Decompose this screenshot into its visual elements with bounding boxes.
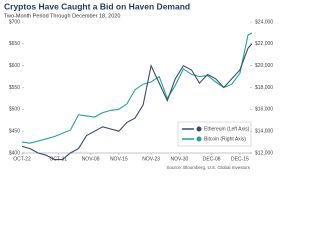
legend-label: Bitcoin (Right Axis) xyxy=(204,136,246,142)
legend-icon xyxy=(196,126,202,132)
y2-tick-label: $22,000 xyxy=(255,41,273,47)
series-line xyxy=(21,32,253,144)
x-tick-label: NOV-15 xyxy=(110,156,128,162)
legend-icon xyxy=(196,136,202,142)
legend-box xyxy=(177,121,252,147)
y2-tick-label: $24,000 xyxy=(255,19,273,25)
x-tick-label: NOV-30 xyxy=(170,156,188,162)
chart-subtitle: Two-Month Period Through December 18, 20… xyxy=(4,13,120,19)
chart-title: Cryptos Have Caught a Bid on Haven Deman… xyxy=(4,1,190,11)
y-tick-label: $400 xyxy=(9,150,20,156)
y2-tick-label: $20,000 xyxy=(255,63,273,69)
y2-tick-label: $12,000 xyxy=(255,150,273,156)
x-tick-label: DEC-08 xyxy=(203,156,221,162)
y-tick-label: $700 xyxy=(9,19,20,25)
series-line xyxy=(21,43,253,161)
y-tick-label: $500 xyxy=(9,107,20,113)
legend-label: Ethereum (Left Axis) xyxy=(204,126,250,132)
source: Source: Bloomberg, U.S. Global Investors xyxy=(166,165,250,170)
x-tick-label: NOV-23 xyxy=(142,156,160,162)
x-tick-label: OCT-22 xyxy=(13,156,31,162)
y2-tick-label: $18,000 xyxy=(255,85,273,91)
y2-tick-label: $14,000 xyxy=(255,128,273,134)
x-tick-label: DEC-15 xyxy=(231,156,249,162)
y-tick-label: $650 xyxy=(9,41,20,47)
x-tick-label: NOV-08 xyxy=(82,156,100,162)
y-tick-label: $550 xyxy=(9,85,20,91)
y-tick-label: $450 xyxy=(9,128,20,134)
y2-tick-label: $16,000 xyxy=(255,107,273,113)
chart: Cryptos Have Caught a Bid on Haven Deman… xyxy=(4,1,273,170)
y-tick-label: $600 xyxy=(9,63,20,69)
